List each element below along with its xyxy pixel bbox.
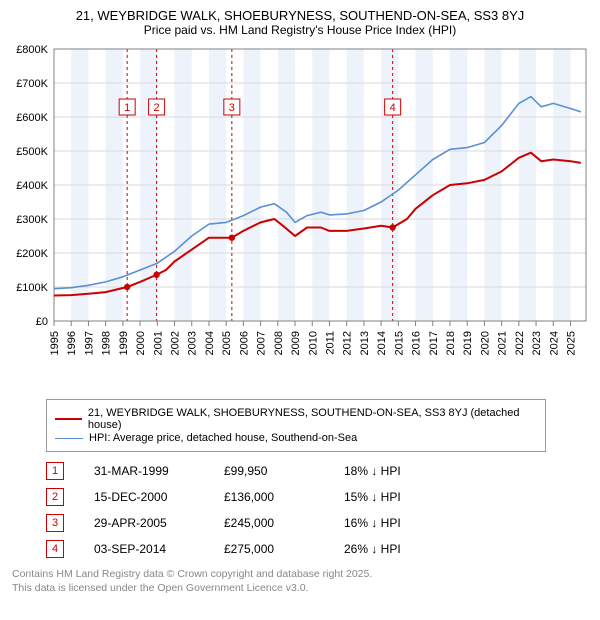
event-badge: 2 — [46, 488, 64, 506]
svg-text:1997: 1997 — [83, 331, 95, 355]
svg-text:£0: £0 — [36, 316, 48, 328]
svg-text:2010: 2010 — [307, 331, 319, 355]
svg-text:1996: 1996 — [66, 331, 78, 355]
event-price: £245,000 — [224, 516, 344, 530]
footer-line1: Contains HM Land Registry data © Crown c… — [12, 568, 590, 582]
svg-text:2020: 2020 — [479, 331, 491, 355]
svg-text:2015: 2015 — [393, 331, 405, 355]
footer-line2: This data is licensed under the Open Gov… — [12, 582, 590, 596]
svg-text:£300K: £300K — [16, 214, 48, 226]
svg-text:2014: 2014 — [376, 331, 388, 355]
svg-text:2007: 2007 — [256, 331, 268, 355]
svg-text:1995: 1995 — [49, 331, 61, 355]
svg-text:1: 1 — [124, 102, 130, 114]
svg-text:2001: 2001 — [152, 331, 164, 355]
legend: 21, WEYBRIDGE WALK, SHOEBURYNESS, SOUTHE… — [46, 399, 546, 452]
legend-item: HPI: Average price, detached house, Sout… — [55, 432, 537, 444]
svg-text:3: 3 — [229, 102, 235, 114]
event-row: 2 15-DEC-2000£136,00015% ↓ HPI — [46, 488, 590, 506]
event-price: £99,950 — [224, 464, 344, 478]
svg-text:2004: 2004 — [204, 331, 216, 355]
legend-item: 21, WEYBRIDGE WALK, SHOEBURYNESS, SOUTHE… — [55, 407, 537, 431]
legend-label: 21, WEYBRIDGE WALK, SHOEBURYNESS, SOUTHE… — [88, 407, 537, 431]
svg-text:2003: 2003 — [187, 331, 199, 355]
event-price: £275,000 — [224, 542, 344, 556]
svg-text:4: 4 — [390, 102, 396, 114]
svg-text:£800K: £800K — [16, 44, 48, 56]
svg-text:£700K: £700K — [16, 78, 48, 90]
legend-label: HPI: Average price, detached house, Sout… — [89, 432, 357, 444]
event-badge: 3 — [46, 514, 64, 532]
chart: £0 £100K £200K £300K £400K £500K £600K £700K £80… — [10, 43, 590, 391]
svg-text:2008: 2008 — [273, 331, 285, 355]
svg-text:2016: 2016 — [411, 331, 423, 355]
events-table: 1 31-MAR-1999£99,95018% ↓ HPI 2 15-DEC-2000… — [46, 462, 590, 558]
event-diff: 26% ↓ HPI — [344, 542, 401, 556]
svg-text:2009: 2009 — [290, 331, 302, 355]
svg-text:£600K: £600K — [16, 112, 48, 124]
svg-text:2011: 2011 — [324, 331, 336, 355]
svg-text:2025: 2025 — [566, 331, 578, 355]
event-date: 03-SEP-2014 — [94, 542, 224, 556]
svg-text:£400K: £400K — [16, 180, 48, 192]
chart-svg: £0 £100K £200K £300K £400K £500K £600K £700K £80… — [10, 43, 590, 391]
svg-text:£100K: £100K — [16, 282, 48, 294]
svg-text:2024: 2024 — [548, 331, 560, 355]
svg-text:2017: 2017 — [428, 331, 440, 355]
svg-text:2018: 2018 — [445, 331, 457, 355]
event-badge: 1 — [46, 462, 64, 480]
event-date: 15-DEC-2000 — [94, 490, 224, 504]
event-date: 29-APR-2005 — [94, 516, 224, 530]
svg-text:2: 2 — [154, 102, 160, 114]
legend-swatch-red — [55, 418, 82, 420]
svg-text:2005: 2005 — [221, 331, 233, 355]
svg-text:2023: 2023 — [531, 331, 543, 355]
event-date: 31-MAR-1999 — [94, 464, 224, 478]
svg-text:2013: 2013 — [359, 331, 371, 355]
event-diff: 16% ↓ HPI — [344, 516, 401, 530]
svg-text:1998: 1998 — [101, 331, 113, 355]
svg-text:2021: 2021 — [497, 331, 509, 355]
event-diff: 15% ↓ HPI — [344, 490, 401, 504]
event-row: 4 03-SEP-2014£275,00026% ↓ HPI — [46, 540, 590, 558]
svg-text:£200K: £200K — [16, 248, 48, 260]
legend-swatch-blue — [55, 438, 83, 439]
footer: Contains HM Land Registry data © Crown c… — [12, 568, 590, 595]
svg-text:2019: 2019 — [462, 331, 474, 355]
svg-text:2002: 2002 — [170, 331, 182, 355]
event-row: 3 29-APR-2005£245,00016% ↓ HPI — [46, 514, 590, 532]
svg-text:£500K: £500K — [16, 146, 48, 158]
event-row: 1 31-MAR-1999£99,95018% ↓ HPI — [46, 462, 590, 480]
svg-text:2022: 2022 — [514, 331, 526, 355]
event-diff: 18% ↓ HPI — [344, 464, 401, 478]
svg-text:2006: 2006 — [238, 331, 250, 355]
chart-title-line1: 21, WEYBRIDGE WALK, SHOEBURYNESS, SOUTHE… — [10, 8, 590, 23]
chart-title-line2: Price paid vs. HM Land Registry's House … — [10, 23, 590, 37]
svg-text:2000: 2000 — [135, 331, 147, 355]
svg-text:2012: 2012 — [342, 331, 354, 355]
event-badge: 4 — [46, 540, 64, 558]
svg-text:1999: 1999 — [118, 331, 130, 355]
event-price: £136,000 — [224, 490, 344, 504]
